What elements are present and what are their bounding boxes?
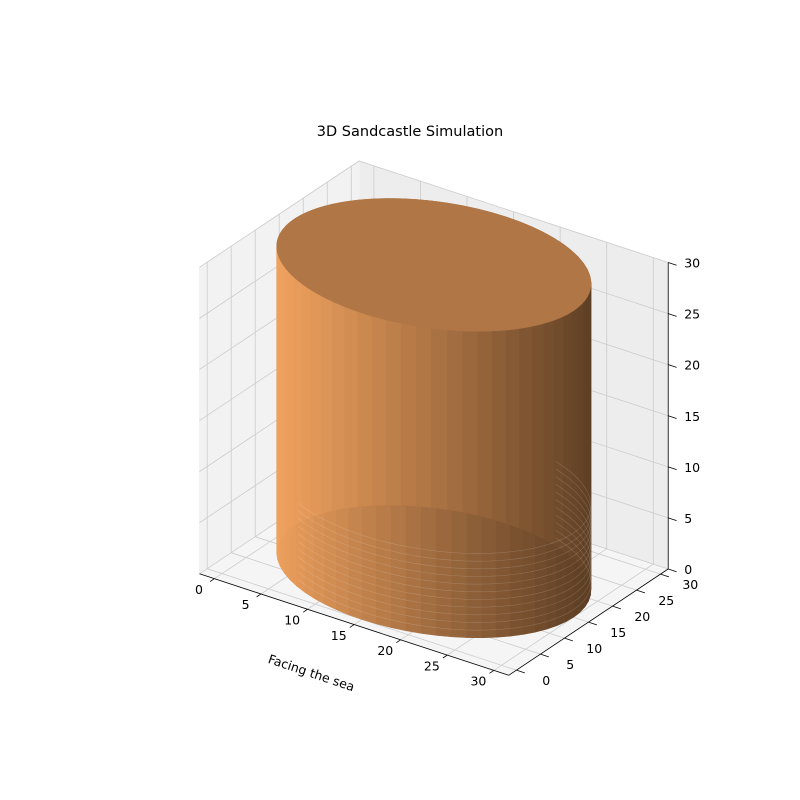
cylinder-mesh-line [297, 499, 592, 593]
z-tick [668, 262, 677, 266]
y-tick [516, 669, 525, 674]
z-tick-label: 25 [684, 307, 700, 322]
cylinder-mesh-line [297, 483, 592, 577]
x-tick [396, 639, 401, 644]
x-tick [209, 578, 215, 582]
y-tick [660, 573, 670, 578]
cylinder-side-facet [279, 228, 284, 543]
y-tick-label: 20 [634, 609, 650, 624]
x-tick [442, 654, 448, 659]
y-tick-label: 0 [542, 673, 550, 688]
y-tick [564, 637, 573, 642]
z-tick-label: 10 [684, 460, 700, 475]
cylinder-mesh-line [297, 476, 592, 570]
cylinder-side-facet [282, 223, 289, 537]
y-tick-label: 5 [566, 657, 574, 672]
z-tick [668, 568, 677, 573]
cylinder-mesh-line [297, 491, 592, 585]
z-tick [668, 415, 677, 419]
y-tick [588, 621, 597, 626]
sandcastle-cylinder [276, 198, 592, 639]
x-tick-label: 20 [377, 643, 393, 658]
y-tick [540, 653, 549, 658]
x-tick [489, 670, 495, 674]
cylinder-mesh-line [297, 522, 592, 616]
x-tick-label: 0 [195, 582, 203, 597]
y-tick [636, 589, 645, 594]
y-tick-label: 30 [682, 577, 698, 592]
z-tick-label: 30 [684, 256, 700, 271]
z-tick [668, 466, 677, 470]
cylinder-side-facet [276, 234, 280, 548]
x-tick-label: 25 [424, 658, 440, 673]
x-grid-line [493, 257, 654, 671]
y-tick [612, 605, 621, 610]
z-tick [668, 364, 677, 368]
z-tick [668, 313, 677, 317]
y-tick-label: 15 [610, 625, 626, 640]
y-tick-label: 25 [658, 593, 674, 608]
cylinder-mesh-line [297, 514, 592, 608]
cylinder-top-cap [276, 198, 592, 332]
z-tick-label: 5 [684, 511, 692, 526]
z-tick-label: 20 [684, 358, 700, 373]
cylinder-mesh-line [297, 506, 592, 600]
z-tick [668, 517, 677, 522]
x-tick-label: 5 [242, 597, 250, 612]
x-tick-label: 10 [284, 613, 300, 628]
y-tick-label: 10 [586, 641, 602, 656]
x-tick-label: 30 [470, 674, 486, 689]
z-grid-line [199, 160, 669, 268]
x-tick [256, 593, 262, 598]
cylinder-mesh-line [297, 537, 592, 631]
z-tick-label: 0 [684, 562, 692, 577]
z-tick-label: 15 [684, 409, 700, 424]
chart-title: 3D Sandcastle Simulation [317, 124, 503, 140]
x-tick [302, 608, 308, 613]
cylinder-mesh-line [297, 529, 592, 623]
x-tick [349, 624, 355, 628]
x-tick-label: 15 [331, 628, 347, 643]
cylinder-mesh-line [297, 460, 592, 554]
cylinder-mesh-line [297, 468, 592, 562]
